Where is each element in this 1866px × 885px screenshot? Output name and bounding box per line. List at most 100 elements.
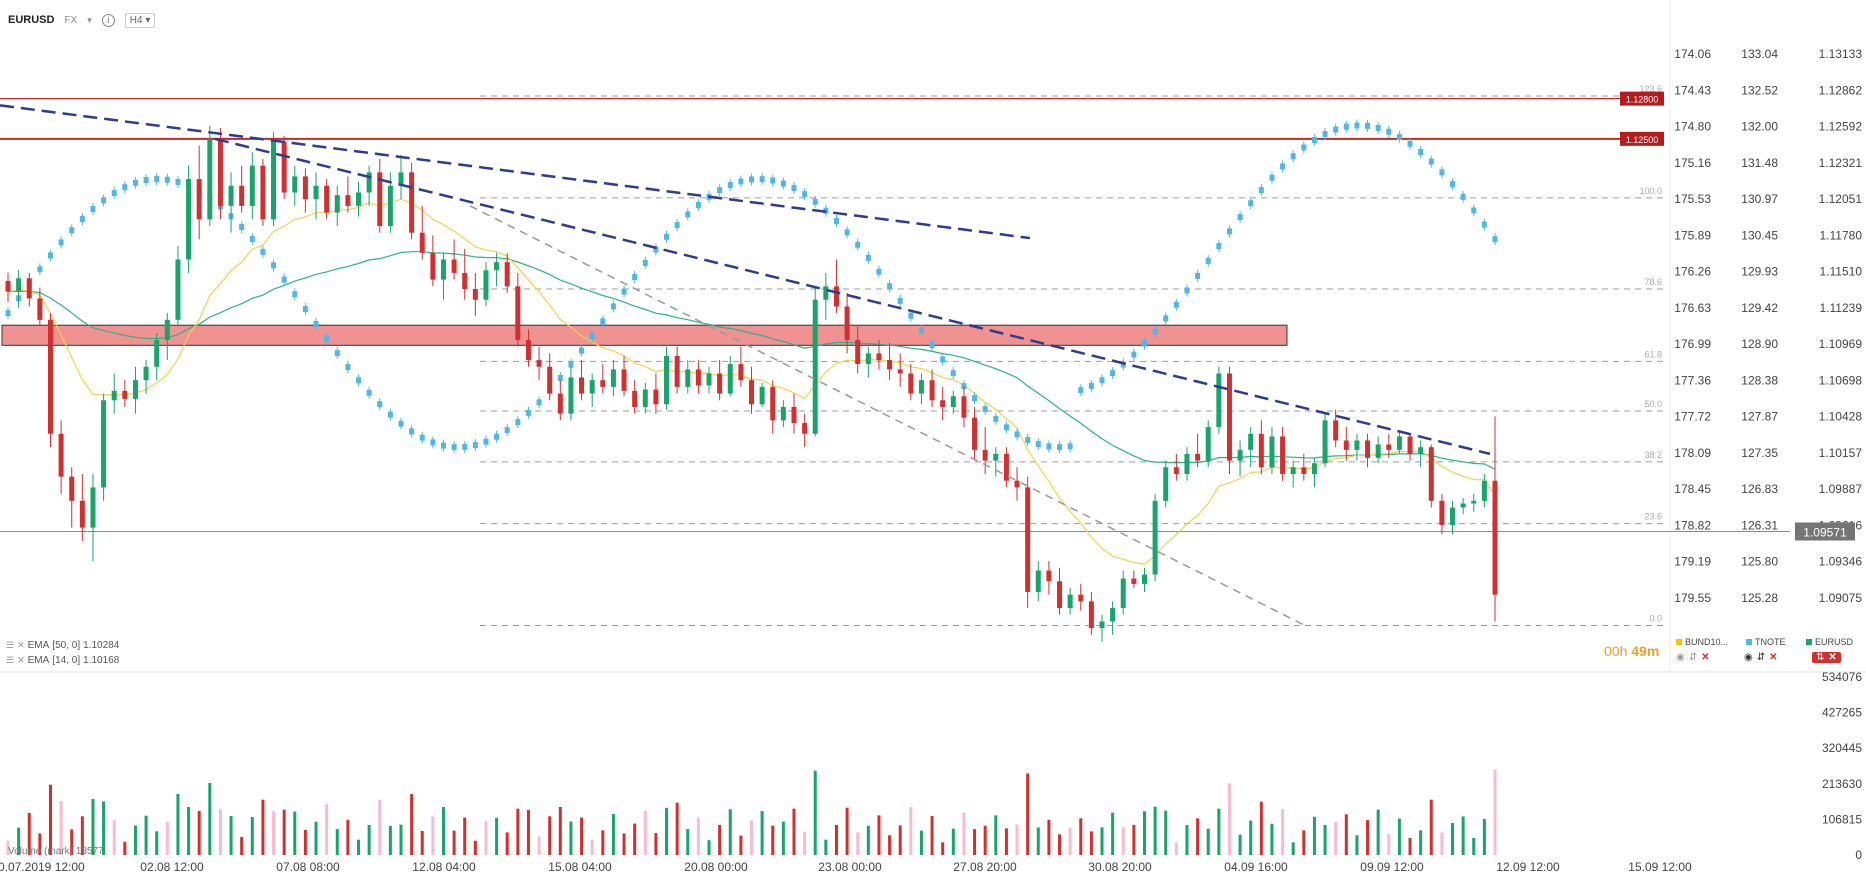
- eurusd-candle: [175, 259, 181, 320]
- tnote-candle: [812, 198, 818, 205]
- volume-bar: [1366, 820, 1370, 855]
- eurusd-candle: [366, 172, 372, 193]
- volume-bar: [888, 835, 892, 855]
- close-icon[interactable]: ✕: [1701, 652, 1710, 663]
- indicator-params: [50, 0]: [52, 640, 81, 651]
- tnote-candle: [239, 224, 245, 231]
- eurusd-candle: [1014, 480, 1020, 488]
- symbol-name[interactable]: EURUSD: [8, 14, 55, 26]
- eye-icon[interactable]: ◉: [1676, 652, 1685, 663]
- legend-swatch: [1806, 639, 1812, 645]
- eurusd-candle: [812, 299, 818, 434]
- fib-level-label: 23.6: [1644, 512, 1662, 522]
- tnote-candle: [313, 320, 319, 327]
- eurusd-candle: [419, 232, 425, 253]
- indicator-ema-14[interactable]: ☰ ✕ EMA [14, 0] 1.10168: [6, 655, 119, 666]
- eurusd-candle: [377, 172, 383, 226]
- legend-swatch: [1746, 639, 1752, 645]
- volume-bar: [133, 825, 137, 855]
- volume-bar: [357, 839, 361, 855]
- eurusd-candle: [1258, 433, 1264, 468]
- eurusd-candle: [228, 185, 234, 206]
- volume-bar: [1058, 834, 1062, 855]
- chart-type-icon[interactable]: ⇅: [1816, 652, 1825, 663]
- eurusd-candle: [557, 393, 563, 414]
- reorder-icon[interactable]: ⇵: [1688, 652, 1698, 663]
- close-icon[interactable]: ✕: [17, 640, 25, 650]
- eurusd-candle: [642, 389, 648, 407]
- volume-bar: [314, 821, 318, 855]
- close-icon[interactable]: ✕: [1828, 652, 1837, 663]
- eurusd-candle: [982, 449, 988, 461]
- info-icon[interactable]: i: [101, 13, 115, 27]
- tnote-tick-label: 126.31: [1741, 518, 1778, 532]
- volume-bar: [91, 799, 95, 855]
- volume-bar: [1270, 823, 1274, 855]
- eurusd-candle: [1407, 436, 1413, 454]
- legend-swatch: [1676, 639, 1682, 645]
- eurusd-candle: [1248, 433, 1254, 450]
- eurusd-candle: [1343, 440, 1349, 450]
- eurusd-candle: [69, 476, 75, 501]
- volume-tick-label: 106815: [1822, 812, 1862, 826]
- bund-tick-label: 178.09: [1674, 446, 1711, 460]
- tnote-candle: [260, 248, 266, 255]
- volume-bar: [346, 819, 350, 855]
- timeframe-select[interactable]: H4 ▾: [124, 12, 156, 28]
- volume-bar: [580, 817, 584, 855]
- volume-bar: [1419, 830, 1423, 855]
- chevron-down-icon[interactable]: ▾: [87, 14, 92, 25]
- volume-bar: [1355, 835, 1359, 855]
- tnote-candle: [1418, 149, 1424, 156]
- eurusd-candle: [430, 252, 436, 280]
- settings-icon[interactable]: ☰: [6, 640, 15, 650]
- eye-icon[interactable]: ◉: [1744, 652, 1753, 663]
- volume-bar: [17, 827, 21, 855]
- volume-bar: [123, 841, 127, 855]
- eurusd-candle: [1057, 581, 1063, 609]
- tnote-candle: [1067, 443, 1073, 450]
- tnote-candle: [717, 187, 723, 194]
- time-tick-label: 20.08 00:00: [684, 860, 748, 874]
- eurusd-candle: [1099, 621, 1105, 629]
- reorder-icon[interactable]: ⇵: [1756, 652, 1766, 663]
- price-tick-label: 1.10698: [1819, 373, 1863, 387]
- tnote-candle: [887, 283, 893, 290]
- tnote-candle: [1248, 200, 1254, 207]
- tnote-candle: [1205, 257, 1211, 264]
- volume-bar: [410, 794, 414, 855]
- current-price-tag: [1795, 522, 1855, 541]
- bund-tick-label: 175.16: [1674, 156, 1711, 170]
- eurusd-candle: [1450, 507, 1456, 525]
- tnote-candle: [398, 420, 404, 427]
- tnote-candle: [780, 180, 786, 187]
- eurusd-candle: [1311, 463, 1317, 474]
- close-icon[interactable]: ✕: [1769, 652, 1778, 663]
- tnote-candle: [1258, 187, 1264, 194]
- tnote-tick-label: 129.93: [1741, 265, 1778, 279]
- indicator-ema-50[interactable]: ☰ ✕ EMA [50, 0] 1.10284: [6, 640, 119, 651]
- eurusd-candle: [1237, 449, 1243, 461]
- settings-icon[interactable]: ☰: [6, 655, 15, 665]
- tnote-candle: [589, 333, 595, 340]
- eurusd-candle: [1025, 487, 1031, 592]
- tnote-candle: [1014, 431, 1020, 438]
- eurusd-candle: [1195, 453, 1201, 461]
- volume-tick-label: 0: [1855, 848, 1862, 862]
- eurusd-candle: [1141, 574, 1147, 584]
- time-tick-label: 12.09 12:00: [1496, 860, 1560, 874]
- volume-bar: [930, 816, 934, 855]
- time-tick-label: 12.08 04:00: [412, 860, 476, 874]
- volume-bar: [1238, 834, 1242, 855]
- eurusd-candle: [186, 179, 192, 260]
- close-icon[interactable]: ✕: [17, 655, 25, 665]
- volume-bar: [187, 807, 191, 855]
- tnote-candle: [58, 239, 64, 246]
- eurusd-candle: [281, 141, 287, 193]
- volume-bar: [696, 817, 700, 855]
- time-tick-label: 09.09 12:00: [1360, 860, 1424, 874]
- eurusd-candle: [313, 185, 319, 200]
- volume-bar: [70, 829, 74, 855]
